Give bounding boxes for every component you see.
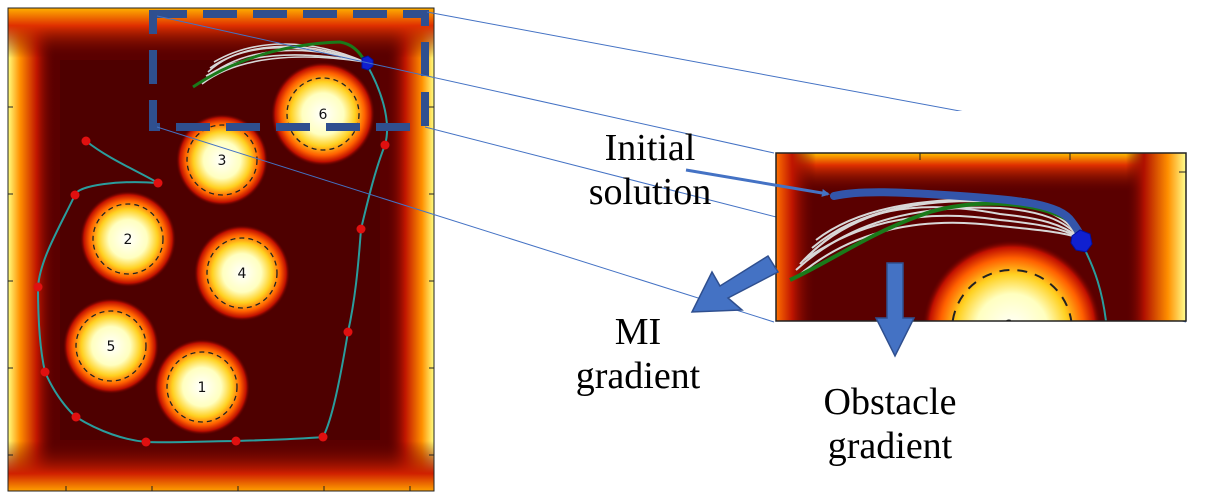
obstacle-5: 5 <box>75 310 147 382</box>
obstacle-gradient-line-2: gradient <box>827 425 953 467</box>
mi-gradient-line-2: gradient <box>575 355 701 397</box>
initial-solution-pointer <box>685 168 830 197</box>
waypoint <box>318 432 328 442</box>
waypoint <box>343 327 353 337</box>
zoom-frame <box>775 152 1187 322</box>
obstacle-gradient-line-1: Obstacle <box>823 381 957 423</box>
waypoint <box>153 178 163 188</box>
zoom-initial-solution <box>830 188 1086 244</box>
obstacle-label-4: 4 <box>238 266 247 282</box>
zoom-inset-margin <box>776 111 1186 153</box>
zoom-obstacle-label: 6 <box>1004 318 1013 334</box>
optimized-path <box>192 40 367 89</box>
waypoint <box>141 437 151 447</box>
obstacle-4: 4 <box>206 237 278 309</box>
obstacle-label-2: 2 <box>124 232 133 248</box>
obstacle-3: 3 <box>186 124 258 196</box>
waypoints <box>33 136 390 447</box>
waypoint <box>70 190 80 200</box>
waypoint <box>33 282 43 292</box>
mi-gradient-label: MI gradient <box>548 310 728 398</box>
initial-solution-label: Initial solution <box>560 126 740 214</box>
obstacle-label-3: 3 <box>218 153 227 169</box>
map-ticks <box>8 106 434 491</box>
mi-gradient-arrow <box>690 254 780 313</box>
map-frame <box>7 7 435 492</box>
waypoint <box>231 436 241 446</box>
zoom-ticks <box>919 153 1186 173</box>
main-map-panel: 1 2 3 4 5 6 <box>7 7 435 492</box>
waypoint <box>40 367 50 377</box>
obstacle-6: 6 <box>286 77 360 151</box>
obstacle-label-6: 6 <box>319 107 328 123</box>
mi-gradient-line-1: MI <box>614 311 662 353</box>
obstacle-2: 2 <box>92 203 164 275</box>
candidate-paths <box>201 43 366 85</box>
zoom-inset: 6 <box>775 111 1187 334</box>
obstacle-label-5: 5 <box>107 339 116 355</box>
initial-solution-line-2: solution <box>588 171 712 213</box>
annotation-arrows <box>685 168 916 358</box>
zoom-heatmap: 6 <box>776 153 1186 334</box>
waypoint <box>380 140 390 150</box>
obstacle-1: 1 <box>166 351 238 423</box>
zoom-selection-box <box>149 10 429 131</box>
waypoint <box>71 412 81 422</box>
waypoint <box>356 224 366 234</box>
obstacle-label-1: 1 <box>198 380 207 396</box>
zoom-robot-marker <box>1070 229 1093 253</box>
waypoint <box>81 136 91 146</box>
initial-solution-line-1: Initial <box>604 127 696 169</box>
zoom-robot-trajectory <box>1083 247 1107 321</box>
obstacle-gradient-arrow <box>874 262 916 358</box>
obstacle-gradient-label: Obstacle gradient <box>790 380 990 468</box>
